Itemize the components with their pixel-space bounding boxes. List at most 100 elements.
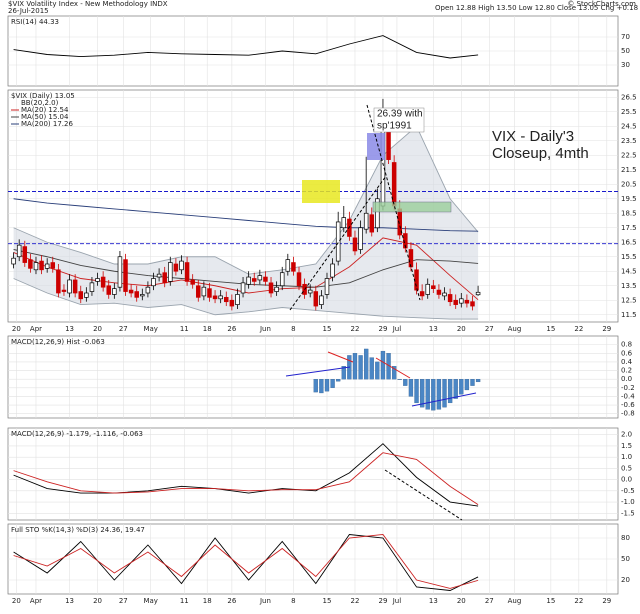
bar xyxy=(470,379,475,386)
x-tick-label: Aug xyxy=(508,325,522,333)
candle-body xyxy=(84,292,89,298)
drawings xyxy=(285,104,477,521)
candle-body xyxy=(246,276,251,285)
candle-body xyxy=(33,262,39,271)
bar xyxy=(358,355,363,380)
bar xyxy=(341,366,346,380)
y-tick-label: 30 xyxy=(621,61,630,69)
y-tick-label: 50 xyxy=(621,555,630,563)
x-tick-label: 22 xyxy=(351,325,360,333)
y-tick-label: 0.6 xyxy=(621,349,633,357)
x-tick-label: 26 xyxy=(227,325,236,333)
candle-body xyxy=(128,289,134,294)
candle-body xyxy=(464,299,470,304)
bar xyxy=(419,379,425,408)
highlight-box xyxy=(302,180,340,203)
legend-label: MA(50) 15.04 xyxy=(21,113,69,121)
line xyxy=(13,443,479,507)
legend-label: MA(200) 17.26 xyxy=(21,120,73,128)
x-tick-label: 27 xyxy=(485,597,494,605)
candle-body xyxy=(313,291,319,307)
y-tick-label: -1.0 xyxy=(621,498,635,506)
candle-body xyxy=(386,130,391,160)
candle-body xyxy=(50,262,56,269)
candle-body xyxy=(145,286,151,294)
candle-body xyxy=(330,263,335,278)
x-tick-label: May xyxy=(143,325,157,333)
candle-body xyxy=(319,295,324,305)
candle-body xyxy=(162,272,167,284)
x-tick-label: 8 xyxy=(291,325,295,333)
y-tick-label: 14.5 xyxy=(621,267,637,275)
y-tick-label: 22.5 xyxy=(621,151,637,159)
y-tick-label: 15.5 xyxy=(621,253,637,261)
candle-body xyxy=(61,289,67,292)
candle-body xyxy=(375,198,380,229)
x-tick-label: 13 xyxy=(65,325,74,333)
x-tick-label: 15 xyxy=(546,325,555,333)
panel-title: Full STO %K(14,3) %D(3) 24.36, 19.47 xyxy=(11,526,145,534)
panel-title: MACD(12,26,9) Hist -0.063 xyxy=(11,338,105,346)
y-tick-label: 80 xyxy=(621,534,630,542)
candle-body xyxy=(419,291,425,297)
candle-body xyxy=(117,256,123,288)
divergence-line xyxy=(375,357,411,379)
y-tick-label: 0.2 xyxy=(621,367,632,375)
candle-body xyxy=(431,285,436,289)
bar xyxy=(425,379,430,410)
y-tick-label: 24.5 xyxy=(621,122,637,130)
x-tick-label: 13 xyxy=(429,597,438,605)
candle-body xyxy=(56,269,61,294)
bar xyxy=(375,361,380,380)
candle-body xyxy=(475,291,481,296)
x-tick-label: Apr xyxy=(30,597,42,605)
line xyxy=(13,35,479,59)
y-tick-label: 19.5 xyxy=(621,195,637,203)
annotation: VIX - Daily'3 xyxy=(492,128,574,145)
y-tick-label: 1.0 xyxy=(621,453,632,461)
candle-body xyxy=(229,299,235,307)
header-title: $VIX Volatility Index - New Methodology … xyxy=(8,0,168,8)
candle-body xyxy=(352,237,358,252)
band-area xyxy=(13,126,479,320)
y-tick-label: 0.0 xyxy=(621,476,632,484)
candle-body xyxy=(408,249,414,268)
y-tick-label: 23.5 xyxy=(621,137,637,145)
candle-body xyxy=(307,289,313,294)
y-tick-label: -0.4 xyxy=(621,392,635,400)
header-quote: Open 12.88 High 13.50 Low 12.80 Close 13… xyxy=(435,4,640,12)
panel-title: MACD(12,26,9) -1.179, -1.116, -0.063 xyxy=(11,430,143,438)
candle-body xyxy=(44,263,50,269)
candle-body xyxy=(224,297,229,303)
x-tick-label: 13 xyxy=(429,325,438,333)
candle-body xyxy=(324,278,330,295)
bar xyxy=(436,379,442,410)
bar xyxy=(369,357,374,380)
bar xyxy=(364,348,369,380)
candle-body xyxy=(447,294,453,303)
candle-body xyxy=(459,298,464,304)
y-tick-label: -0.8 xyxy=(621,410,635,418)
x-tick-label: 22 xyxy=(351,597,360,605)
x-tick-label: 20 xyxy=(93,597,102,605)
candle-body xyxy=(196,285,201,298)
candle-body xyxy=(173,263,179,272)
candle-body xyxy=(263,276,268,282)
y-tick-label: -0.2 xyxy=(621,384,635,392)
bar xyxy=(397,379,402,380)
trend-line xyxy=(384,469,463,521)
candle-body xyxy=(184,262,190,282)
x-tick-label: 20 xyxy=(457,325,466,333)
y-tick-label: 17.5 xyxy=(621,224,637,232)
line xyxy=(13,452,479,506)
candle-body xyxy=(100,276,106,288)
candle-body xyxy=(106,285,111,295)
x-tick-label: 13 xyxy=(65,597,74,605)
x-tick-label: 22 xyxy=(574,597,583,605)
y-tick-label: -0.6 xyxy=(621,401,635,409)
y-tick-label: 11.5 xyxy=(621,311,637,319)
candle-body xyxy=(190,279,195,285)
x-tick-label: 29 xyxy=(602,325,611,333)
y-tick-label: 20 xyxy=(621,576,630,584)
trend-line xyxy=(366,104,421,301)
